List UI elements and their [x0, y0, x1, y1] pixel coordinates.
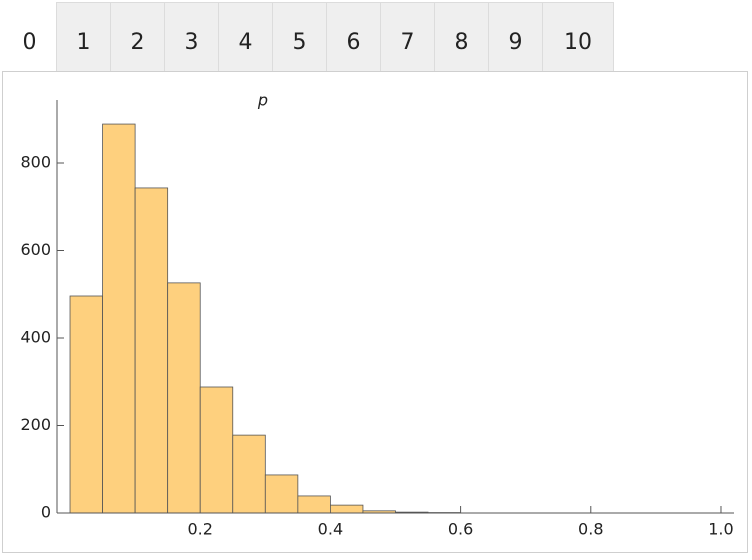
bar: [330, 504, 364, 514]
tab[interactable]: 9: [488, 2, 543, 71]
bar: [102, 123, 136, 514]
tab[interactable]: 3: [164, 2, 219, 71]
y-tick-label: 800: [20, 153, 51, 172]
chart-title: p: [257, 91, 268, 110]
y-tick-label: 0: [41, 503, 51, 522]
x-tick-label: 0.2: [187, 520, 212, 539]
tab[interactable]: 8: [434, 2, 489, 71]
bar: [297, 495, 331, 514]
bar: [69, 295, 103, 514]
bar: [167, 282, 201, 514]
y-tick-label: 600: [20, 240, 51, 259]
tab[interactable]: 0: [2, 2, 57, 71]
bar: [134, 187, 169, 514]
x-tick-label: 0.8: [578, 520, 603, 539]
x-tick-label: 0.6: [448, 520, 473, 539]
tab[interactable]: 1: [56, 2, 111, 71]
tab[interactable]: 7: [380, 2, 435, 71]
tab[interactable]: 10: [542, 2, 614, 71]
tab[interactable]: 2: [110, 2, 165, 71]
y-tick-label: 200: [20, 415, 51, 434]
tab-bar: 0 1 2 3 4 5 6 7 8 9 10: [2, 2, 614, 71]
x-tick-label: 0.4: [318, 520, 343, 539]
chart-panel: [2, 71, 748, 553]
bar: [264, 474, 299, 514]
bar: [232, 434, 266, 514]
tab[interactable]: 5: [272, 2, 327, 71]
x-tick-label: 1.0: [708, 520, 733, 539]
tab[interactable]: 6: [326, 2, 381, 71]
bar: [199, 386, 234, 514]
y-tick-label: 400: [20, 328, 51, 347]
